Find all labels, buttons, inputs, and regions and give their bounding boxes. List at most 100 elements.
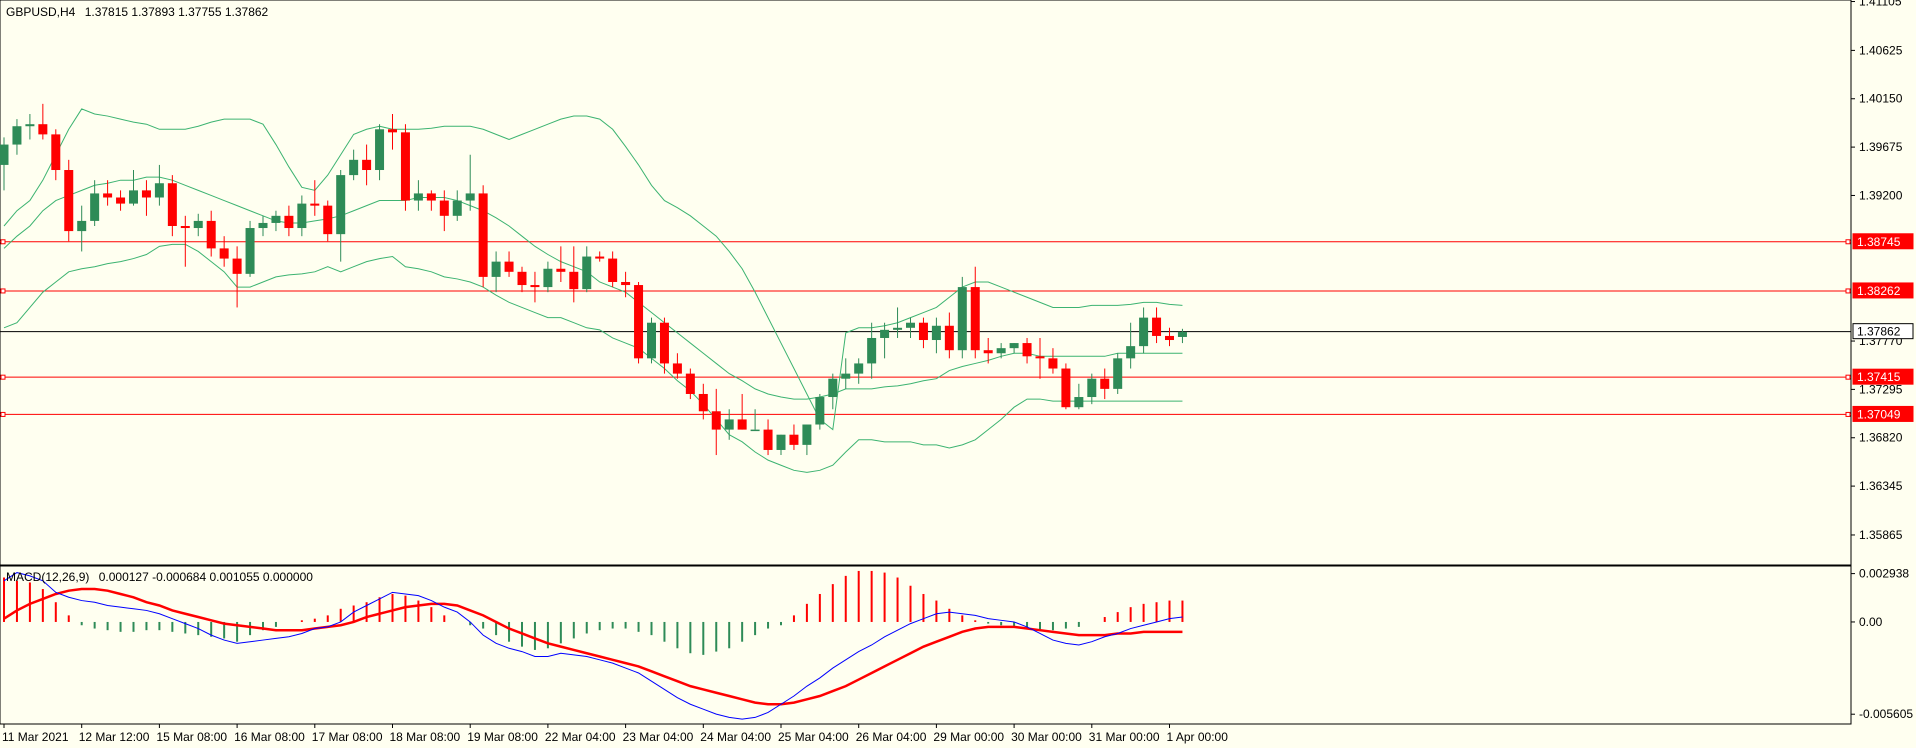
candle <box>789 424 799 450</box>
x-tick-label: 23 Mar 04:00 <box>623 730 694 744</box>
candle <box>25 114 35 140</box>
candle-body <box>452 200 462 216</box>
candle <box>918 317 928 349</box>
candle-body <box>893 327 903 330</box>
symbol-label: GBPUSD,H4 1.37815 1.37893 1.37755 1.3786… <box>6 5 269 19</box>
candle-body <box>634 285 644 359</box>
candle-body <box>413 193 423 201</box>
candle <box>375 124 385 181</box>
macd-y-axis: 0.002938 0.00 -0.005605 <box>1851 567 1913 721</box>
candle-body <box>1087 378 1097 398</box>
candle <box>815 393 825 430</box>
y-tick-label: 1.36345 <box>1859 479 1903 493</box>
candle-body <box>1177 331 1187 337</box>
candle-body <box>983 350 993 354</box>
candle-body <box>996 348 1006 354</box>
level-price-tag-label: 1.37415 <box>1857 370 1901 384</box>
candle <box>1165 327 1174 347</box>
candle-body <box>737 419 747 430</box>
current-price-tag <box>1852 323 1914 340</box>
candle <box>12 119 22 155</box>
candle-body <box>154 183 164 198</box>
candle-body <box>659 322 669 364</box>
candle-body <box>1048 358 1058 369</box>
candle <box>193 213 203 237</box>
candle <box>867 322 877 379</box>
candle <box>595 251 605 262</box>
candle <box>38 103 48 140</box>
candle-body <box>297 203 307 229</box>
candle <box>90 180 100 226</box>
candle-body <box>763 429 773 450</box>
candle <box>776 434 786 456</box>
candle-body <box>957 287 967 351</box>
candle <box>983 337 993 364</box>
candle <box>1177 328 1187 344</box>
candle-body <box>854 363 864 374</box>
candle <box>77 205 87 252</box>
candle-body <box>931 325 941 341</box>
candle <box>582 246 592 293</box>
candle <box>413 180 423 211</box>
candle-body <box>828 378 838 398</box>
candle-body <box>167 183 177 226</box>
candle-body <box>1126 346 1136 359</box>
candle <box>1048 348 1058 374</box>
level-marker-right-0 <box>1845 239 1851 245</box>
y-tick-label: 1.36820 <box>1859 431 1903 445</box>
level-price-tag-label: 1.37049 <box>1857 407 1901 421</box>
candle-body <box>336 175 346 235</box>
candle <box>129 170 138 206</box>
candle-body <box>711 411 721 430</box>
candle <box>439 190 449 232</box>
candle-body <box>517 271 527 286</box>
candle <box>116 190 126 211</box>
x-tick-label: 17 Mar 08:00 <box>312 730 383 744</box>
bollinger-lower-line <box>3 243 1183 473</box>
candle <box>426 190 436 211</box>
candle-body <box>880 329 890 338</box>
macd-y-tick-label: -0.005605 <box>1859 707 1913 721</box>
candle-body <box>1061 368 1071 408</box>
signal-line <box>3 587 1183 706</box>
main-y-axis: 1.411051.406251.401501.396751.392001.377… <box>1851 0 1903 542</box>
candle <box>219 236 229 267</box>
candle <box>1126 322 1136 369</box>
candle <box>1061 363 1071 410</box>
candle-body <box>918 322 928 341</box>
candle <box>906 317 915 338</box>
y-tick-label: 1.39200 <box>1859 188 1903 202</box>
candle-body <box>1139 317 1149 347</box>
candle-body <box>232 258 242 274</box>
candle-body <box>400 132 410 201</box>
candle-body <box>776 434 786 450</box>
current-price-tag-label: 1.37862 <box>1857 325 1901 339</box>
candle-body <box>116 197 126 204</box>
candle-body <box>465 193 475 201</box>
candle-body <box>491 261 501 277</box>
x-tick-label: 19 Mar 08:00 <box>467 730 538 744</box>
candle <box>931 317 941 354</box>
candle-body <box>841 373 851 379</box>
candle-body <box>349 159 359 176</box>
candle <box>1087 373 1097 405</box>
candle <box>271 210 281 232</box>
candle-body <box>193 220 203 229</box>
x-tick-label: 24 Mar 04:00 <box>700 730 771 744</box>
candle-body <box>219 248 229 259</box>
candle <box>284 205 294 237</box>
x-tick-label: 11 Mar 2021 <box>2 730 69 744</box>
candle-body <box>815 397 825 425</box>
macd-y-tick-label: 0.002938 <box>1859 567 1909 581</box>
level-price-tag <box>1852 282 1914 299</box>
level-price-tag <box>1852 405 1914 422</box>
candle-body <box>90 193 100 221</box>
candle-body <box>129 190 138 204</box>
candle <box>944 312 954 359</box>
level-price-tag-label: 1.38262 <box>1857 284 1901 298</box>
candle-body <box>724 419 734 430</box>
macd-line <box>3 572 1183 720</box>
level-price-tag <box>1852 368 1914 385</box>
